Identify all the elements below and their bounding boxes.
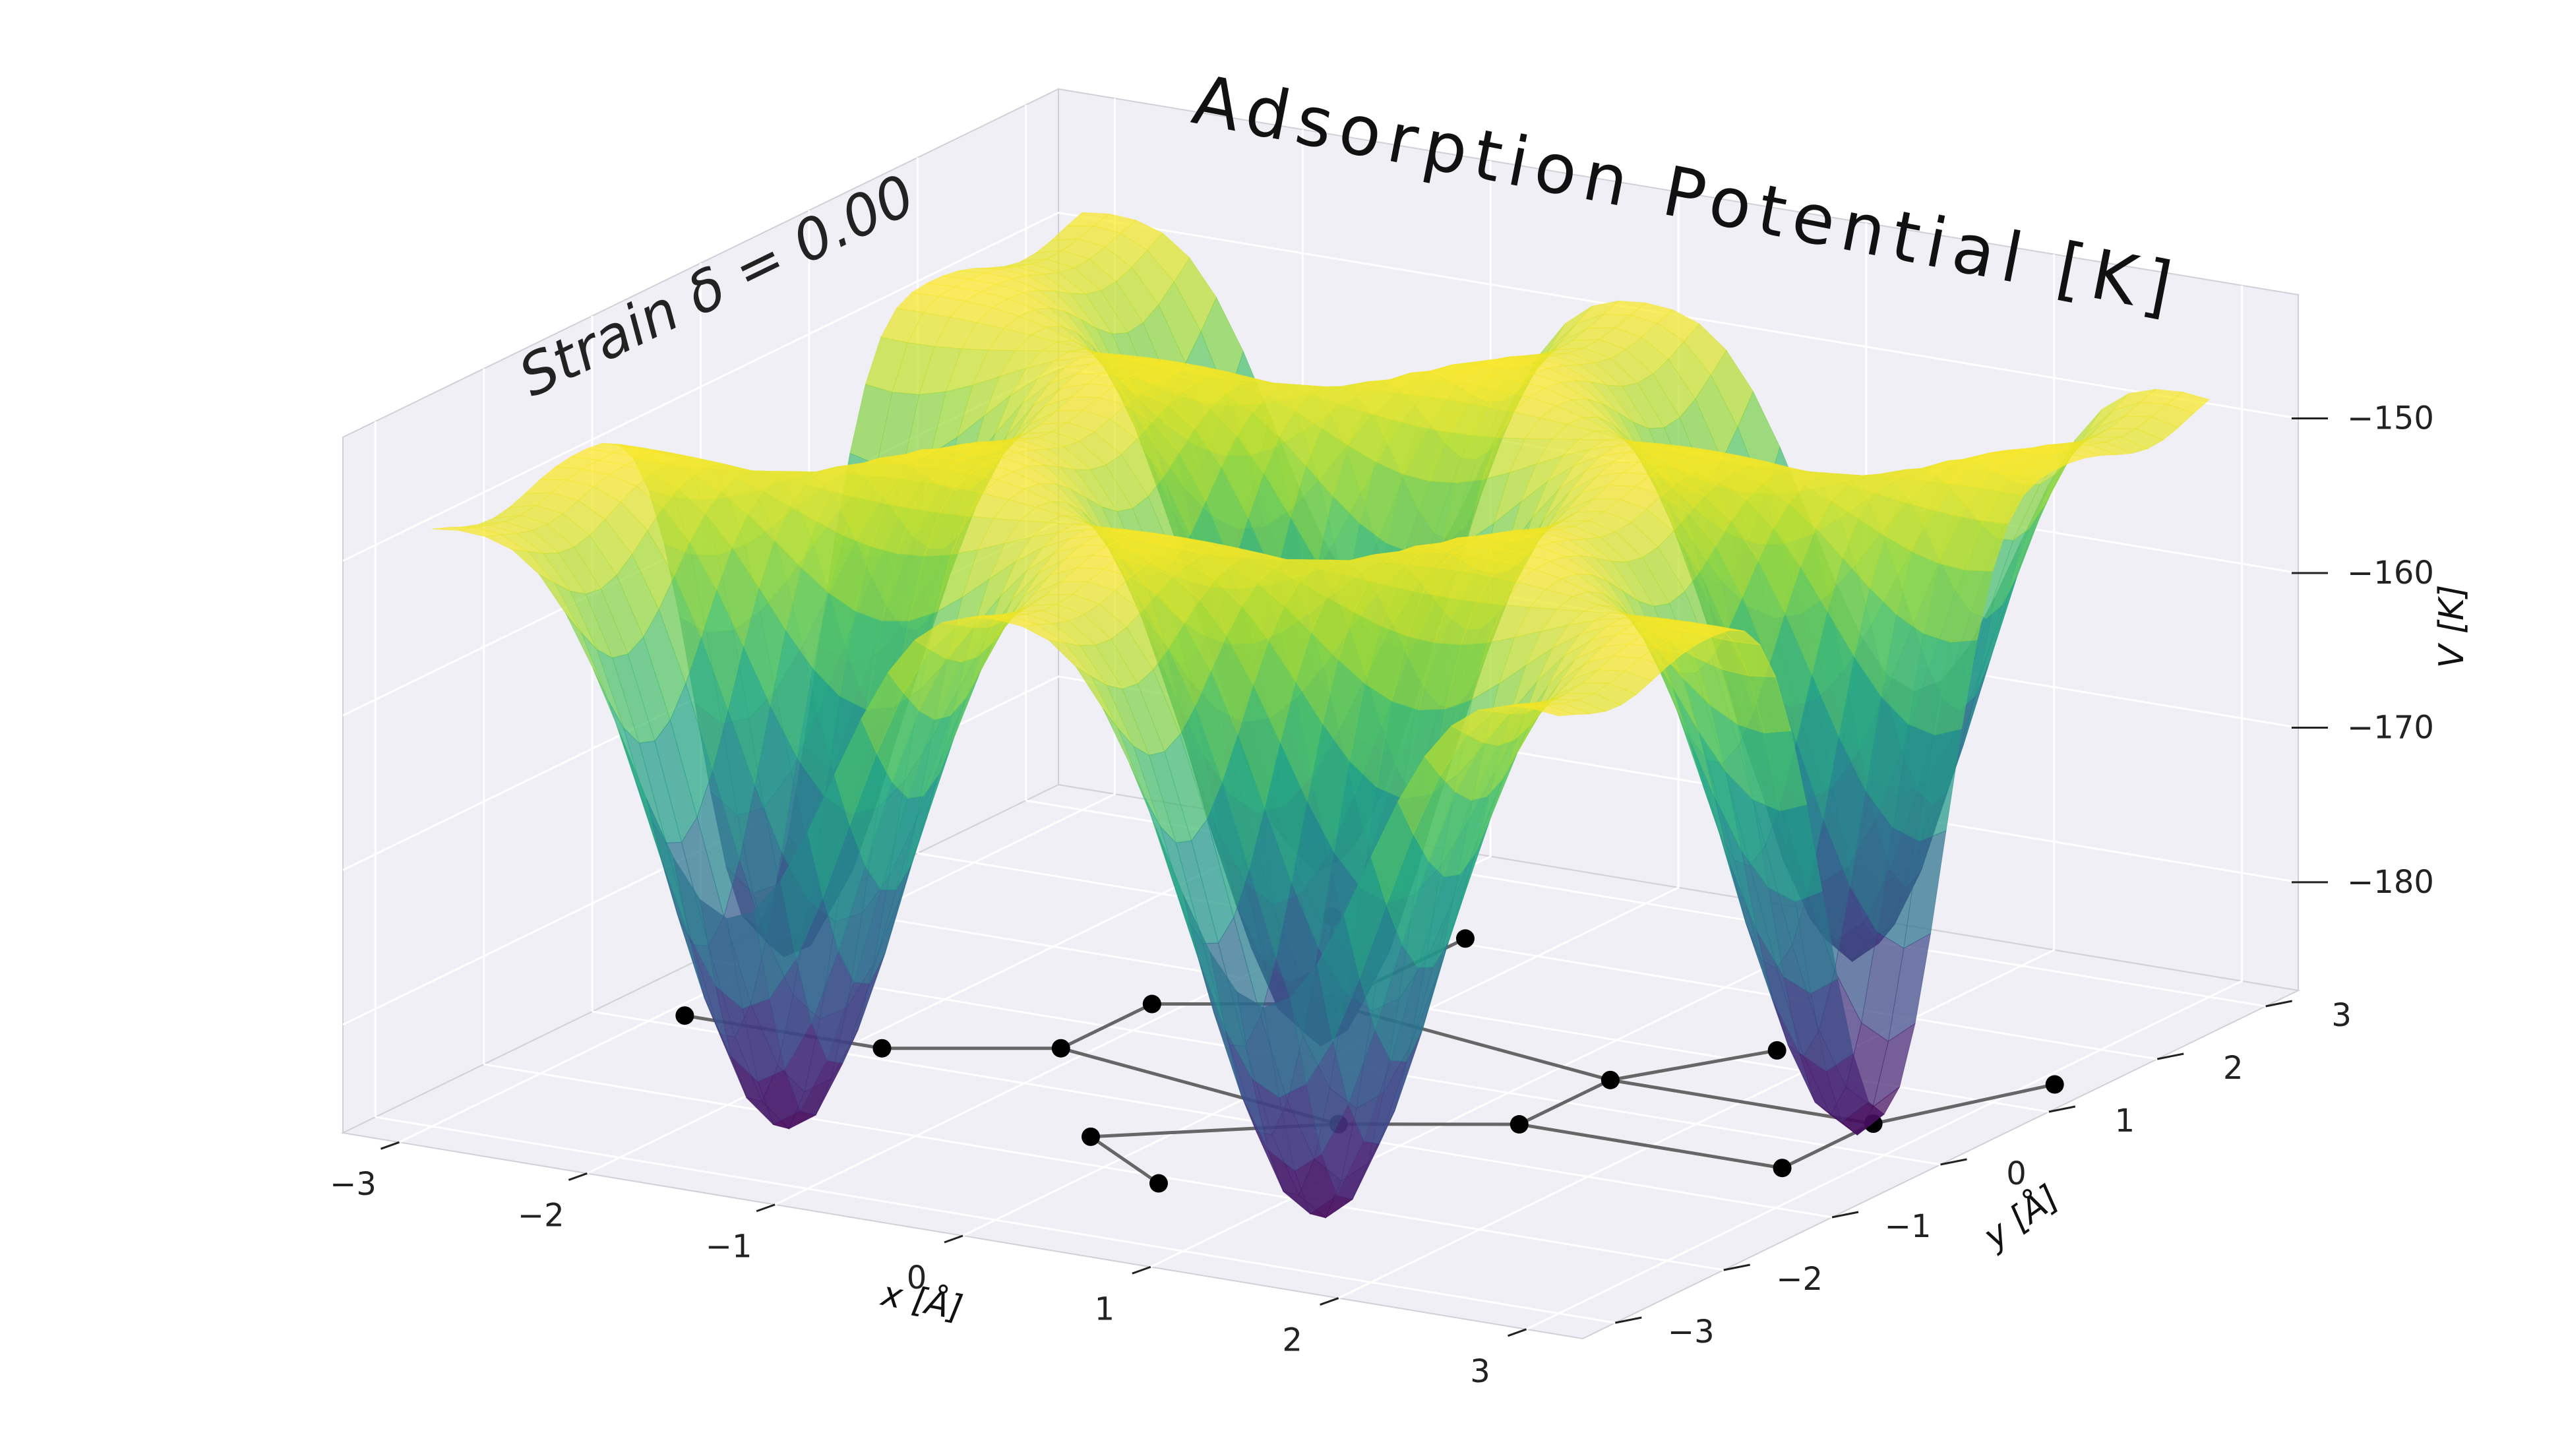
x-tick	[944, 1234, 963, 1244]
grid-line	[917, 852, 2158, 1060]
y-tick	[1723, 1263, 1751, 1271]
x-tick-label: −3	[330, 1166, 377, 1203]
z-tick-label: −150	[2347, 400, 2434, 437]
lattice-bond	[1610, 1048, 1778, 1082]
lattice-atom	[872, 1039, 892, 1058]
y-tick-label: 1	[2115, 1103, 2135, 1139]
x-tick	[1132, 1265, 1151, 1275]
lattice-atom	[1510, 1115, 1529, 1134]
x-tick	[756, 1203, 776, 1213]
grid-line	[1525, 285, 2244, 1331]
y-tick	[2156, 1052, 2184, 1060]
y-tick-label: −1	[1885, 1208, 1932, 1245]
y-tick	[2265, 1000, 2292, 1008]
lattice-atom	[675, 1006, 694, 1025]
z-tick-label: −180	[2347, 864, 2434, 901]
lattice-bond	[1873, 1083, 2056, 1126]
z-axis-label: V [K]	[2432, 585, 2472, 669]
lattice-atom	[1767, 1041, 1786, 1060]
y-tick-label: −3	[1668, 1314, 1715, 1350]
grid-line	[342, 211, 2299, 562]
lattice-atom	[1773, 1159, 1792, 1178]
x-tick	[380, 1141, 400, 1150]
lattice-atom	[2045, 1075, 2064, 1094]
lattice-bond	[1060, 1002, 1153, 1050]
lattice-bond	[1610, 1078, 1874, 1126]
lattice-bond	[1518, 1078, 1611, 1126]
y-tick	[1940, 1158, 1967, 1166]
y-tick-label: 3	[2331, 997, 2352, 1034]
x-tick	[568, 1172, 588, 1181]
y-tick	[1615, 1316, 1642, 1324]
x-tick	[1320, 1297, 1339, 1306]
x-axis-label: x [Å]	[877, 1273, 966, 1329]
surface-patch	[1532, 705, 1575, 717]
lattice-atom	[1082, 1127, 1101, 1146]
axes: −3 −2 −1 0 1 2 3 −3 −2 −1 0 1 2 3 −180 −170 −160 −150	[330, 400, 2434, 1390]
x-tick-label: 0	[907, 1259, 927, 1296]
y-tick	[1831, 1211, 1859, 1219]
x-tick-label: 1	[1095, 1290, 1115, 1327]
x-tick-label: −1	[706, 1228, 752, 1265]
lattice-atom	[1455, 929, 1475, 948]
y-tick-label: −2	[1776, 1261, 1823, 1298]
x-tick-label: −2	[518, 1197, 565, 1234]
lattice-bond	[1089, 1135, 1160, 1185]
z-tick-label: −170	[2347, 709, 2434, 746]
x-tick-label: 3	[1470, 1353, 1490, 1390]
lattice-bond	[1519, 1122, 1783, 1170]
y-tick	[2048, 1105, 2076, 1113]
lattice-atom	[1142, 994, 1161, 1014]
lattice-atom	[1601, 1070, 1620, 1089]
z-tick-label: −160	[2347, 555, 2434, 592]
x-tick	[1508, 1328, 1527, 1337]
x-tick-label: 2	[1282, 1322, 1302, 1359]
y-tick-label: 0	[2006, 1155, 2027, 1192]
y-tick-label: 2	[2223, 1050, 2244, 1087]
potential-surface	[431, 212, 2211, 1219]
lattice-atom	[1149, 1174, 1168, 1193]
lattice-atom	[1051, 1039, 1070, 1058]
